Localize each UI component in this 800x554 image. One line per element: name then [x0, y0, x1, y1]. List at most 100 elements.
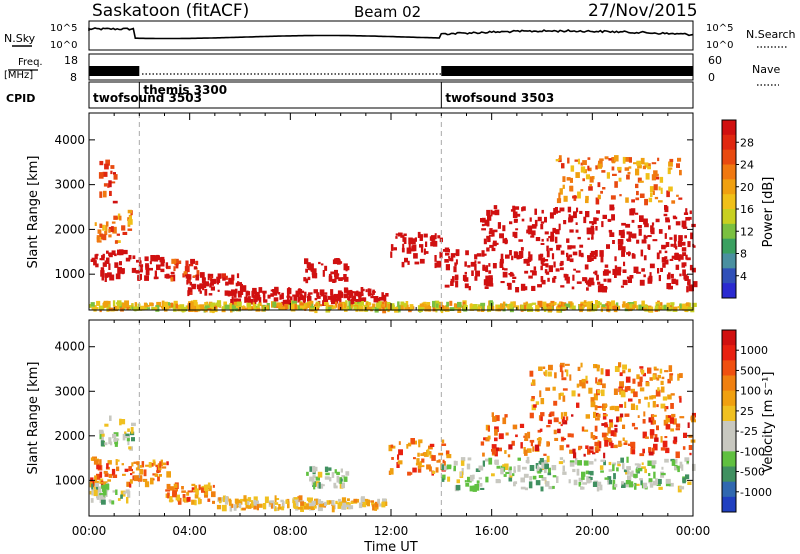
power-range-cell [528, 251, 531, 258]
power-range-cell [373, 296, 379, 303]
velocity-range-cell [120, 494, 123, 499]
power-range-cell [382, 304, 385, 308]
power-range-cell [159, 257, 162, 263]
power-range-cell [629, 307, 634, 311]
power-range-cell [499, 261, 504, 268]
velocity-range-cell [631, 422, 636, 427]
power-range-cell [549, 247, 553, 251]
power-range-cell [668, 272, 671, 277]
power-range-cell [684, 235, 687, 239]
power-range-cell [114, 262, 119, 268]
power-range-cell [210, 286, 215, 291]
power-range-cell [482, 253, 487, 256]
velocity-range-cell [108, 437, 112, 445]
velocity-range-cell [220, 497, 226, 502]
velocity-range-cell [544, 463, 549, 470]
power-range-cell [236, 301, 242, 308]
power-range-cell [524, 286, 528, 291]
velocity-range-cell [410, 438, 415, 445]
velocity-range-cell [660, 380, 664, 385]
velocity-range-cell [593, 364, 598, 369]
velocity-range-cell [634, 427, 638, 430]
velocity-range-cell [488, 457, 493, 465]
power-range-cell [673, 243, 677, 248]
power-range-cell [512, 280, 516, 283]
power-range-cell [575, 172, 580, 178]
power-range-cell [650, 192, 653, 197]
power-range-cell [685, 254, 688, 260]
power-range-cell [318, 261, 321, 265]
power-range-cell [199, 283, 205, 289]
velocity-range-cell [133, 461, 139, 464]
power-range-cell [248, 298, 251, 305]
power-range-cell [514, 206, 520, 210]
power-range-cell [509, 250, 512, 256]
power-range-cell [370, 296, 375, 299]
velocity-range-cell [629, 471, 633, 477]
power-range-cell [540, 224, 544, 230]
velocity-range-cell [264, 496, 269, 504]
power-range-cell [166, 265, 171, 270]
nsky-tick-top-left: 10^5 [50, 23, 77, 34]
velocity-range-cell [270, 500, 275, 504]
power-range-cell [555, 229, 560, 235]
power-range-cell [426, 302, 431, 306]
power-range-cell [324, 292, 328, 295]
power-range-cell [631, 254, 636, 259]
power-range-cell [128, 305, 134, 309]
velocity-range-cell [204, 495, 208, 498]
power-range-cell [248, 306, 253, 311]
power-range-cell [108, 252, 113, 255]
power-range-cell [378, 301, 383, 306]
velocity-range-cell [613, 473, 616, 480]
power-range-cell [670, 304, 674, 310]
velocity-range-cell [338, 498, 341, 502]
power-range-cell [666, 190, 670, 198]
colorbar-tick-label: -25 [740, 425, 758, 438]
power-range-cell [656, 252, 660, 260]
power-range-cell [346, 306, 350, 309]
beam-title: Beam 02 [354, 3, 421, 21]
velocity-range-cell [649, 377, 653, 381]
power-range-cell [582, 277, 587, 282]
x-tick-label: 16:00 [474, 524, 509, 538]
velocity-range-cell [334, 469, 337, 474]
velocity-range-cell [637, 468, 643, 472]
velocity-range-cell [627, 443, 631, 446]
power-range-cell [192, 283, 197, 288]
velocity-range-cell [324, 466, 329, 472]
velocity-range-cell [495, 459, 499, 465]
velocity-range-cell [523, 473, 529, 478]
velocity-range-cell [614, 366, 620, 372]
velocity-range-cell [194, 493, 199, 499]
power-range-cell [521, 207, 524, 212]
power-range-cell [449, 257, 454, 262]
power-range-cell [593, 304, 598, 312]
velocity-range-cell [585, 470, 590, 475]
power-range-cell [417, 231, 421, 238]
power-range-cell [480, 302, 486, 307]
velocity-range-cell [187, 490, 192, 493]
power-range-cell [98, 172, 104, 179]
power-range-cell [235, 305, 238, 311]
power-range-cell [614, 181, 618, 188]
power-range-cell [510, 209, 516, 212]
velocity-range-cell [614, 424, 618, 428]
power-range-cell [144, 275, 149, 281]
velocity-range-cell [517, 465, 521, 472]
power-range-cell [198, 287, 201, 292]
velocity-range-cell [306, 471, 309, 476]
power-range-cell [454, 262, 457, 267]
velocity-range-cell [543, 453, 547, 456]
power-range-cell [566, 256, 570, 261]
velocity-range-cell [672, 418, 677, 425]
velocity-range-cell [99, 493, 103, 496]
velocity-range-cell [262, 503, 267, 510]
power-range-cell [96, 235, 100, 242]
power-range-cell [131, 267, 137, 273]
velocity-range-cell [602, 413, 607, 420]
power-range-cell [445, 249, 450, 253]
velocity-range-cell [633, 441, 636, 449]
